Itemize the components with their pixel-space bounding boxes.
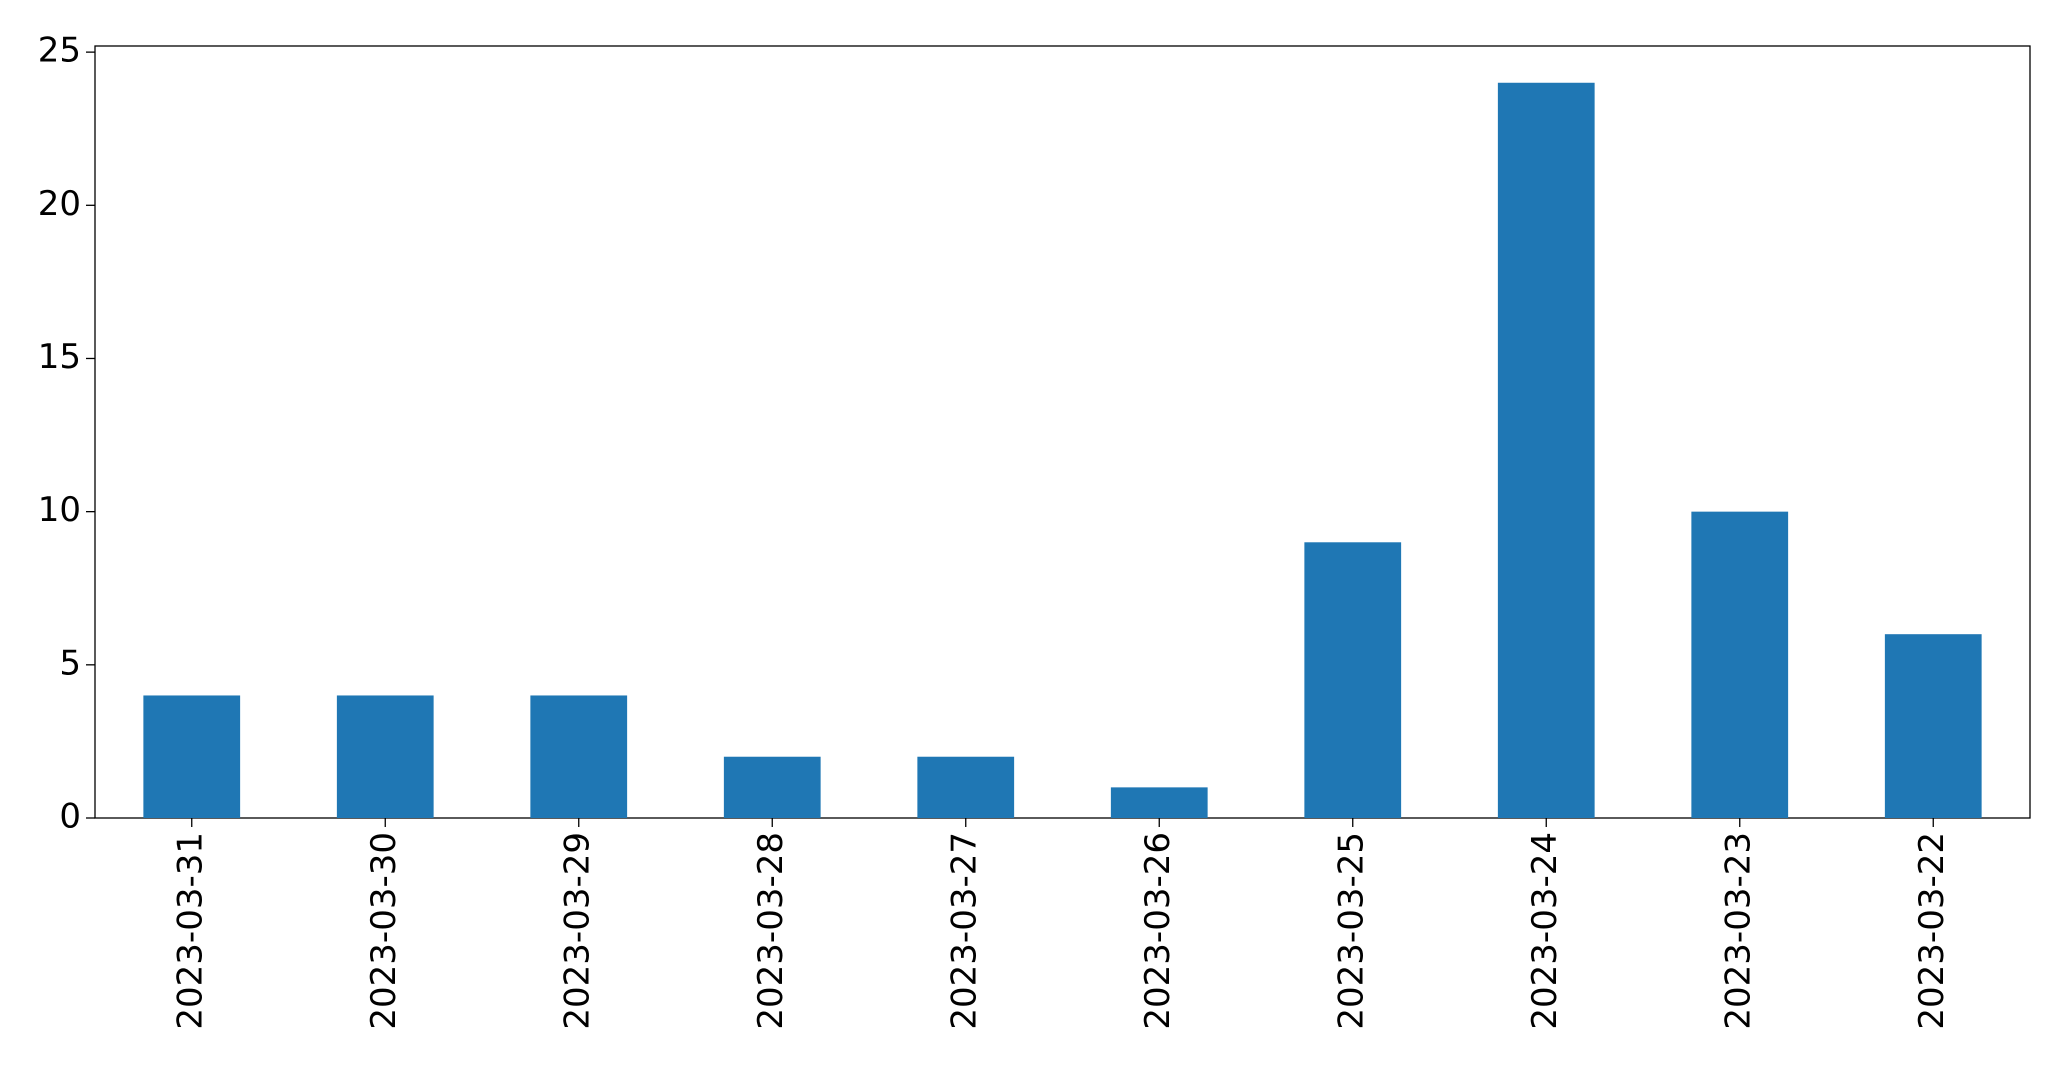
bar	[1110, 787, 1208, 818]
x-tick-label: 2023-03-22	[1912, 832, 1952, 1030]
bar	[530, 695, 628, 818]
x-tick-label: 2023-03-25	[1331, 832, 1371, 1030]
bar	[143, 695, 241, 818]
x-tick-label: 2023-03-23	[1718, 832, 1758, 1030]
y-tick-label: 25	[38, 31, 81, 71]
plot-frame	[94, 45, 2031, 819]
x-tick-label: 2023-03-27	[944, 832, 984, 1030]
x-tick-label: 2023-03-24	[1525, 832, 1565, 1030]
bar	[1304, 542, 1402, 818]
bar	[336, 695, 434, 818]
x-tick-label: 2023-03-29	[557, 832, 597, 1030]
bar	[917, 756, 1015, 818]
y-tick-label: 0	[59, 797, 81, 837]
bar	[723, 756, 821, 818]
y-tick-label: 10	[38, 490, 81, 530]
y-tick-label: 20	[38, 184, 81, 224]
x-tick-label: 2023-03-31	[170, 832, 210, 1030]
bar	[1884, 634, 1982, 818]
bar	[1497, 82, 1595, 818]
x-tick-label: 2023-03-28	[751, 832, 791, 1030]
bar	[1691, 511, 1789, 818]
x-tick-label: 2023-03-26	[1138, 832, 1178, 1030]
x-tick-label: 2023-03-30	[364, 832, 404, 1030]
y-tick-label: 15	[38, 337, 81, 377]
y-tick-label: 5	[59, 643, 81, 683]
